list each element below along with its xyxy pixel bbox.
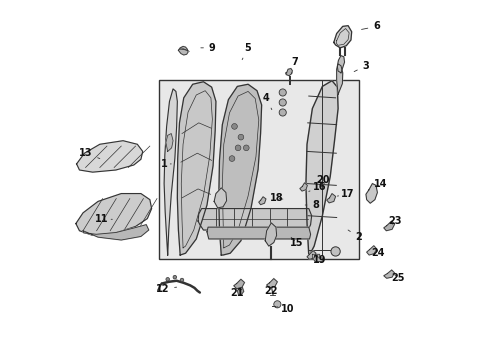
Text: 2: 2: [347, 230, 362, 242]
Text: 8: 8: [305, 200, 319, 210]
Polygon shape: [83, 225, 148, 240]
FancyBboxPatch shape: [159, 80, 358, 258]
Polygon shape: [299, 183, 307, 191]
Polygon shape: [383, 270, 394, 278]
Circle shape: [238, 134, 244, 140]
Text: 5: 5: [242, 43, 251, 60]
Polygon shape: [177, 82, 216, 255]
Polygon shape: [198, 208, 311, 230]
Polygon shape: [206, 227, 310, 239]
Text: 23: 23: [387, 216, 401, 226]
Circle shape: [279, 109, 285, 116]
Polygon shape: [365, 184, 377, 203]
Polygon shape: [336, 64, 342, 94]
Polygon shape: [312, 254, 323, 261]
Circle shape: [330, 247, 340, 256]
Text: 17: 17: [337, 189, 354, 199]
Polygon shape: [76, 194, 151, 235]
Polygon shape: [266, 279, 277, 288]
Polygon shape: [178, 46, 188, 55]
Text: 3: 3: [353, 61, 368, 72]
Text: 12: 12: [155, 284, 176, 294]
Polygon shape: [366, 246, 376, 255]
Polygon shape: [285, 68, 292, 76]
Circle shape: [279, 99, 285, 106]
Polygon shape: [337, 56, 344, 73]
Text: 1: 1: [161, 159, 171, 169]
Text: 11: 11: [95, 214, 112, 224]
Circle shape: [273, 301, 281, 308]
Text: 19: 19: [312, 255, 325, 265]
Text: 18: 18: [269, 193, 283, 203]
Polygon shape: [305, 81, 337, 256]
Polygon shape: [306, 251, 315, 259]
Text: 25: 25: [390, 273, 404, 283]
Text: 4: 4: [262, 93, 271, 110]
Polygon shape: [165, 134, 173, 152]
Polygon shape: [218, 84, 261, 255]
Polygon shape: [383, 221, 394, 231]
Circle shape: [180, 278, 183, 282]
Polygon shape: [77, 141, 142, 172]
Polygon shape: [264, 223, 276, 246]
Text: 9: 9: [201, 43, 215, 53]
Circle shape: [235, 145, 241, 151]
Polygon shape: [164, 89, 177, 255]
Text: 15: 15: [289, 237, 303, 248]
Circle shape: [165, 278, 169, 281]
Text: 16: 16: [308, 182, 325, 192]
Polygon shape: [326, 194, 335, 203]
Text: 24: 24: [371, 248, 385, 258]
Polygon shape: [214, 188, 226, 208]
Polygon shape: [233, 279, 244, 289]
Polygon shape: [258, 197, 265, 204]
Polygon shape: [237, 287, 244, 295]
Text: 10: 10: [276, 303, 293, 314]
Text: 22: 22: [264, 286, 278, 296]
Circle shape: [279, 89, 285, 96]
Polygon shape: [333, 26, 351, 48]
Text: 7: 7: [290, 57, 297, 74]
Text: 21: 21: [230, 288, 244, 297]
Text: 13: 13: [79, 148, 100, 158]
Circle shape: [243, 145, 248, 151]
Circle shape: [231, 123, 237, 129]
Text: 20: 20: [316, 175, 329, 185]
Circle shape: [229, 156, 234, 161]
Text: 14: 14: [373, 179, 386, 189]
Text: 6: 6: [361, 21, 379, 31]
Circle shape: [173, 275, 176, 279]
